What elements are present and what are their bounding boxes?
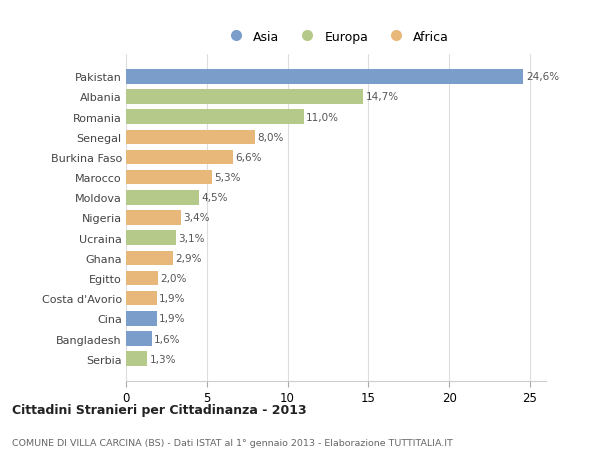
Bar: [126, 251, 173, 265]
Text: 5,3%: 5,3%: [214, 173, 241, 183]
Bar: [126, 70, 523, 84]
Bar: [126, 110, 304, 125]
Text: 1,9%: 1,9%: [159, 313, 185, 324]
Bar: [126, 90, 364, 105]
Bar: [126, 352, 147, 366]
Bar: [126, 151, 233, 165]
Bar: [126, 271, 158, 285]
Text: 14,7%: 14,7%: [366, 92, 399, 102]
Text: 11,0%: 11,0%: [306, 112, 339, 123]
Bar: [126, 291, 157, 306]
Text: 1,3%: 1,3%: [149, 354, 176, 364]
Legend: Asia, Europa, Africa: Asia, Europa, Africa: [218, 25, 454, 48]
Bar: [126, 211, 181, 225]
Text: 3,1%: 3,1%: [179, 233, 205, 243]
Text: COMUNE DI VILLA CARCINA (BS) - Dati ISTAT al 1° gennaio 2013 - Elaborazione TUTT: COMUNE DI VILLA CARCINA (BS) - Dati ISTA…: [12, 438, 453, 447]
Bar: [126, 171, 212, 185]
Bar: [126, 311, 157, 326]
Text: 2,0%: 2,0%: [161, 274, 187, 283]
Text: 1,9%: 1,9%: [159, 294, 185, 303]
Bar: [126, 331, 152, 346]
Bar: [126, 190, 199, 205]
Text: Cittadini Stranieri per Cittadinanza - 2013: Cittadini Stranieri per Cittadinanza - 2…: [12, 403, 307, 416]
Text: 24,6%: 24,6%: [526, 72, 559, 82]
Text: 8,0%: 8,0%: [257, 133, 284, 142]
Bar: [126, 231, 176, 246]
Text: 6,6%: 6,6%: [235, 153, 262, 162]
Text: 3,4%: 3,4%: [184, 213, 210, 223]
Text: 2,9%: 2,9%: [175, 253, 202, 263]
Bar: [126, 130, 255, 145]
Text: 4,5%: 4,5%: [201, 193, 227, 203]
Text: 1,6%: 1,6%: [154, 334, 181, 344]
